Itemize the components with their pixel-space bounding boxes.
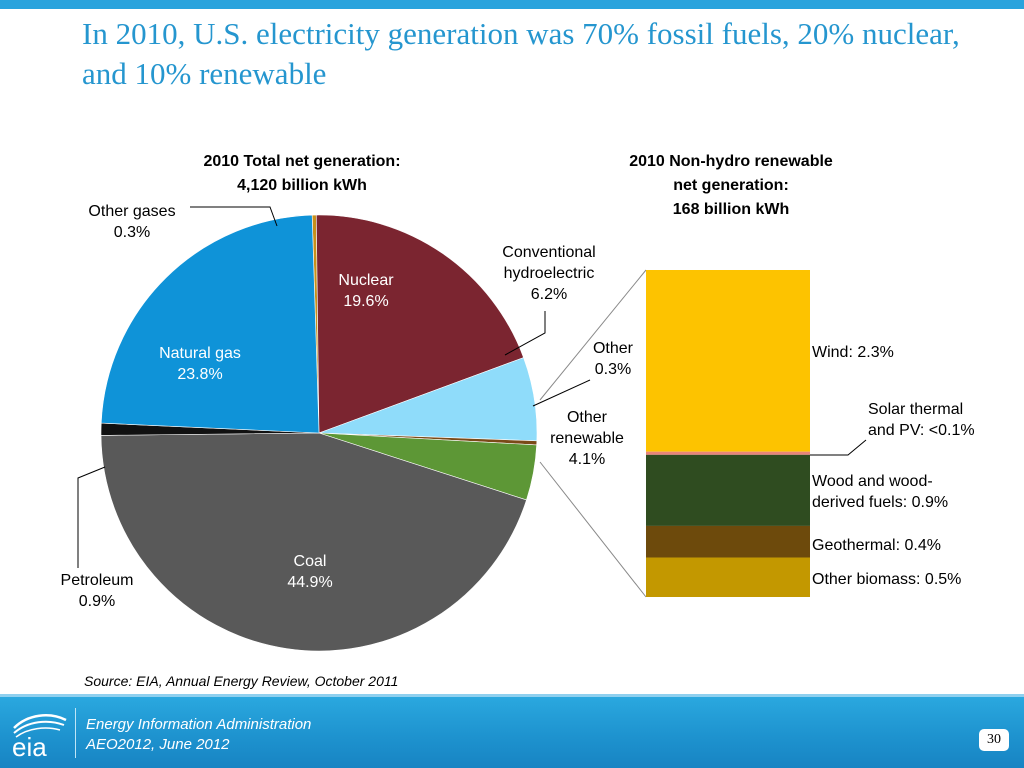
segment-wood — [646, 454, 810, 526]
bar-segments — [646, 270, 810, 597]
bar-label-geothermal: Geothermal: 0.4% — [812, 537, 941, 554]
label-other-value: 0.3% — [595, 361, 631, 378]
segment-solar — [646, 451, 810, 455]
label-nuclear-value: 19.6% — [343, 293, 388, 310]
leader-other-gases — [190, 206, 278, 227]
bar-title-line1: 2010 Non-hydro renewable — [629, 153, 833, 170]
top-accent-bar — [0, 0, 1024, 9]
label-other-renewable-line1: Other — [567, 409, 608, 426]
slice-coal — [100, 432, 527, 652]
logo-text: eia — [12, 732, 47, 760]
pie-title-line2: 4,120 billion kWh — [237, 177, 367, 194]
leader-petroleum — [77, 466, 106, 568]
label-natural-gas-name: Natural gas — [159, 345, 241, 362]
footer-text: Energy Information Administration AEO201… — [86, 715, 311, 755]
segment-other-biomass — [646, 557, 810, 597]
label-hydro-value: 6.2% — [531, 286, 567, 303]
eia-logo: eia — [12, 714, 67, 760]
logo-separator — [75, 708, 76, 758]
bar-title-line2: net generation: — [673, 177, 789, 194]
segment-wind — [646, 270, 810, 452]
bar-label-wind: Wind: 2.3% — [812, 344, 894, 361]
pie-title-line1: 2010 Total net generation: — [203, 153, 400, 170]
footer-report: AEO2012, June 2012 — [86, 736, 230, 753]
page-number: 30 — [979, 729, 1009, 751]
footer-highlight-line — [0, 694, 1024, 697]
label-petroleum-name: Petroleum — [61, 572, 134, 589]
label-other-gases-value: 0.3% — [114, 224, 150, 241]
bar-label-wood-line2: derived fuels: 0.9% — [812, 494, 948, 511]
bar-label-solar-line2: and PV: <0.1% — [868, 422, 975, 439]
label-coal-value: 44.9% — [287, 574, 332, 591]
footer-agency: Energy Information Administration — [86, 716, 312, 733]
label-hydro-line1: Conventional — [502, 244, 595, 261]
pie-slices — [100, 214, 538, 652]
slice-nuclear — [315, 214, 524, 434]
leader-other — [532, 379, 591, 407]
bar-label-solar-line1: Solar thermal — [868, 401, 963, 418]
label-hydro-line2: hydroelectric — [504, 265, 595, 282]
label-coal-name: Coal — [294, 553, 327, 570]
slice-natural-gas — [100, 214, 320, 434]
label-other-renewable-value: 4.1% — [569, 451, 605, 468]
label-nuclear-name: Nuclear — [338, 272, 394, 289]
label-other-name: Other — [593, 340, 634, 357]
connector-top — [539, 269, 647, 401]
bar-label-other-biomass: Other biomass: 0.5% — [812, 571, 961, 588]
leader-hydro — [504, 311, 546, 356]
label-natural-gas-value: 23.8% — [177, 366, 222, 383]
bar-title-line3: 168 billion kWh — [673, 201, 789, 218]
label-petroleum-value: 0.9% — [79, 593, 115, 610]
leader-lines — [77, 206, 867, 598]
charts-area: 2010 Total net generation: 4,120 billion… — [61, 153, 975, 652]
slide-title: In 2010, U.S. electricity generation was… — [82, 16, 960, 91]
label-other-gases-name: Other gases — [88, 203, 175, 220]
segment-geothermal — [646, 525, 810, 558]
footer-bar — [0, 697, 1024, 768]
bar-label-wood-line1: Wood and wood- — [812, 473, 933, 490]
connector-bottom — [539, 461, 647, 598]
source-note: Source: EIA, Annual Energy Review, Octob… — [84, 673, 399, 689]
label-other-renewable-line2: renewable — [550, 430, 624, 447]
leader-solar — [810, 439, 867, 456]
